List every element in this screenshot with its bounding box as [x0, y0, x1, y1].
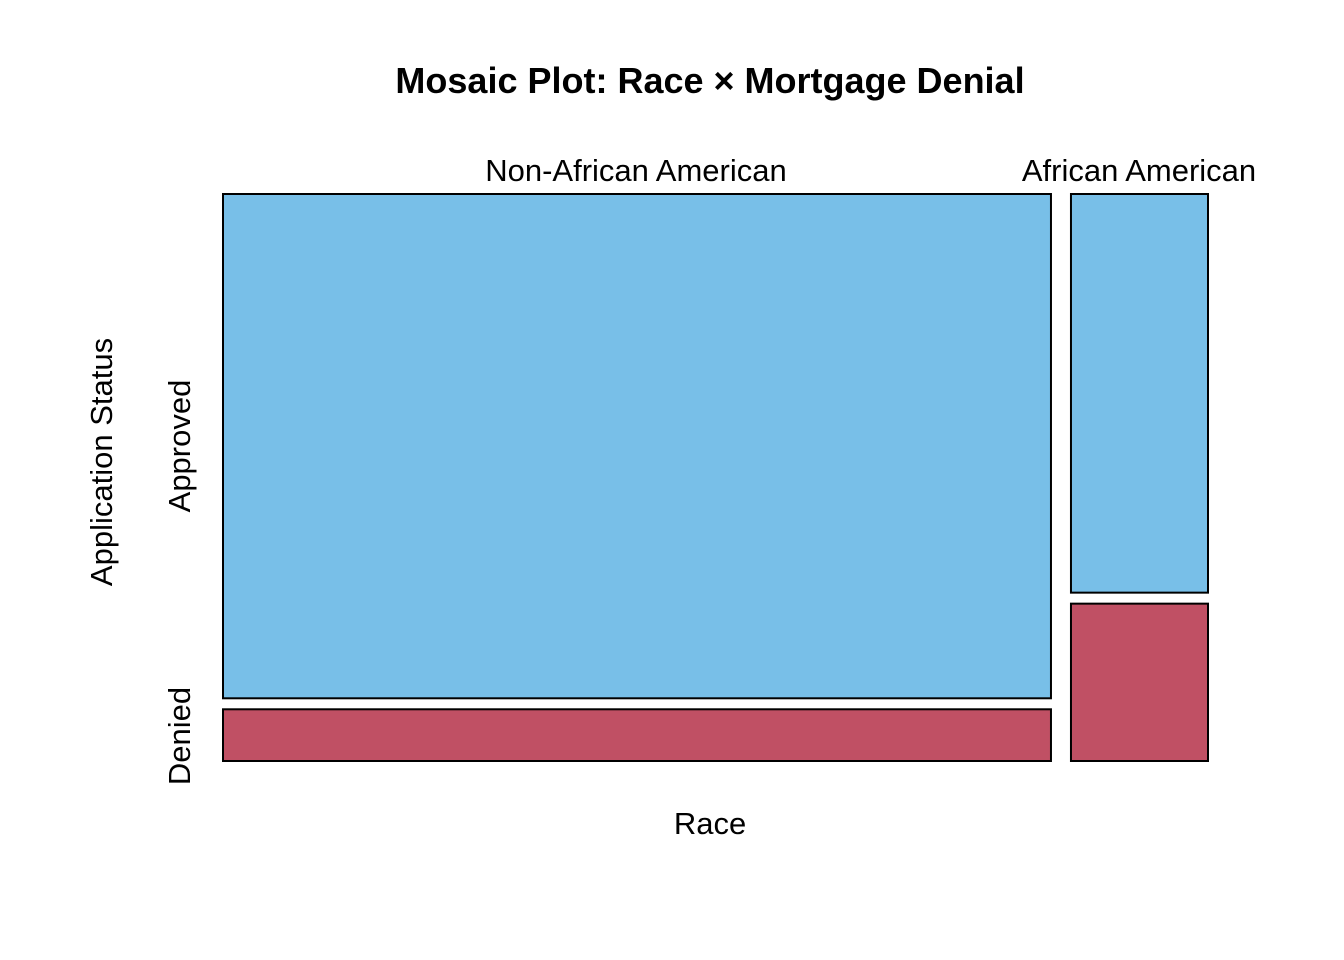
y-category-label-denied: Denied	[162, 687, 197, 785]
y-category-label-approved: Approved	[162, 380, 197, 513]
y-axis-label: Application Status	[84, 338, 119, 586]
tile-denied-non-african-american	[222, 708, 1052, 762]
tile-approved-non-african-american	[222, 193, 1052, 700]
x-axis-label: Race	[674, 806, 746, 841]
chart-title: Mosaic Plot: Race × Mortgage Denial	[395, 60, 1024, 101]
tile-approved-african-american	[1069, 193, 1209, 594]
x-category-label-african-american: African American	[1022, 153, 1256, 188]
tile-denied-african-american	[1069, 602, 1209, 762]
mosaic-tiles	[222, 193, 1209, 762]
x-category-label-non-african-american: Non-African American	[485, 153, 787, 188]
